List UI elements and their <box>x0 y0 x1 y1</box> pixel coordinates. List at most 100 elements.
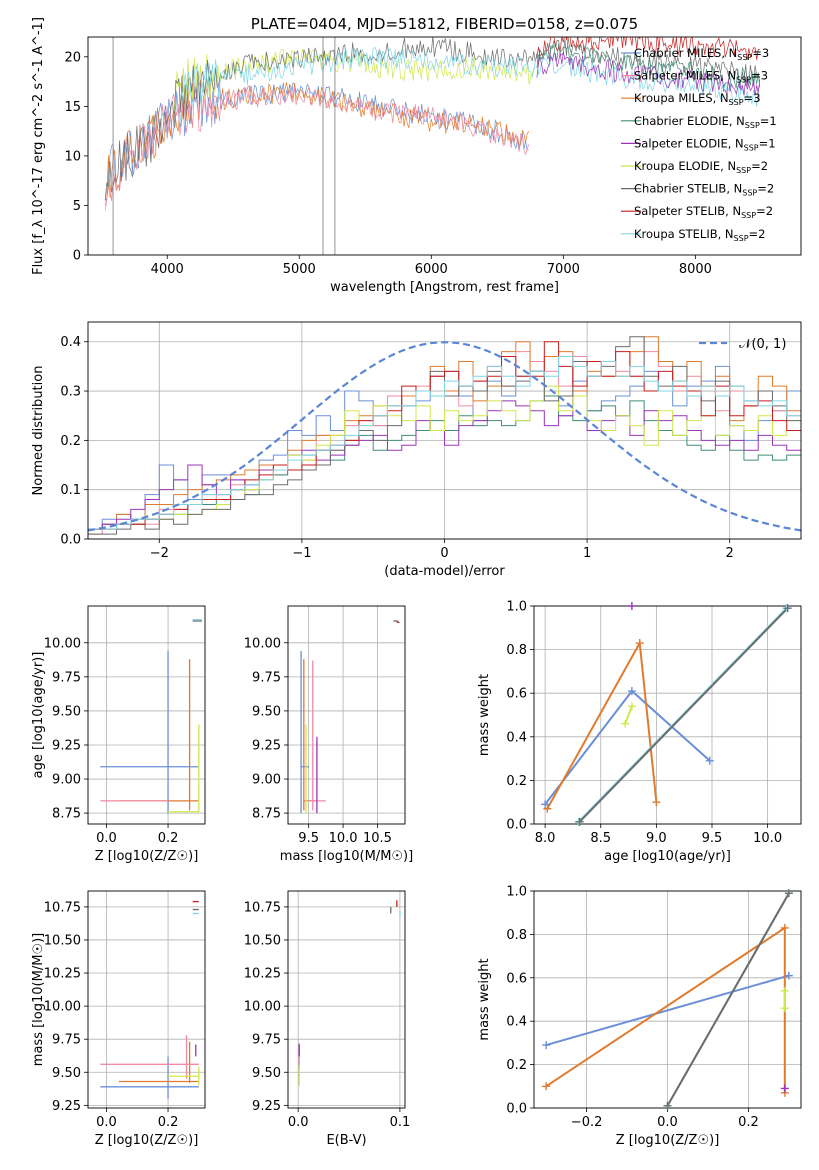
legend-label: Salpeter ELODIE, NSSP=1 <box>634 136 776 152</box>
axes-weight-vs-age: 8.0 8.5 9.0 9.5 10.0 0.0 0.2 0.4 0.6 0.8 1.0 age [l… <box>477 600 802 864</box>
plus-marker <box>780 986 789 995</box>
x-tick-label: 0.0 <box>96 831 117 846</box>
y-tick-label: 0.6 <box>506 687 527 702</box>
x-axis-label: E(B-V) <box>326 1133 366 1148</box>
plus-marker <box>542 1041 551 1050</box>
y-tick-label: 1.0 <box>506 600 527 615</box>
y-tick-label: 0.0 <box>60 533 81 548</box>
y-tick-label: 0.4 <box>506 1015 527 1030</box>
plus-marker <box>780 1084 789 1093</box>
weight-line <box>546 639 658 810</box>
weight-line <box>545 974 790 1047</box>
x-axis-label: Z [log10(Z/Z☉)] <box>616 1133 720 1148</box>
plus-marker <box>784 971 793 980</box>
x-tick-label: 0.2 <box>158 831 179 846</box>
y-tick-label: 0.1 <box>60 483 81 498</box>
axes-residuals: −2 −1 0 1 2 0.0 0.1 0.2 0.3 0.4 (data-model)/error… <box>31 321 802 579</box>
x-tick-label: 0.2 <box>158 1115 179 1130</box>
y-tick-label: 10.75 <box>244 900 281 915</box>
y-axis-label: mass [log10(M/M☉)] <box>31 933 46 1066</box>
y-tick-label: 1.0 <box>506 885 527 900</box>
plot-area-residuals <box>88 336 801 535</box>
y-tick-label: 10.00 <box>44 636 81 651</box>
plot-area-age-vs-mass <box>300 620 400 814</box>
axes-frame <box>287 890 406 1109</box>
y-tick-label: 9.00 <box>252 773 281 788</box>
axes-mass-vs-Z: 0.0 0.2 9.25 9.50 9.75 10.00 10.25 10.50 10.75 Z … <box>31 890 206 1148</box>
y-tick-label: 15 <box>64 100 81 115</box>
x-tick-label: 0.1 <box>390 1115 411 1130</box>
x-tick-label: 10.5 <box>363 831 392 846</box>
y-tick-label: 9.50 <box>252 704 281 719</box>
axes-frame <box>87 605 206 825</box>
axes-weight-vs-Z: −0.2 0.0 0.2 0.0 0.2 0.4 0.6 0.8 1.0 Z [log10(Z/Z… <box>477 885 802 1148</box>
y-tick-label: 9.75 <box>252 670 281 685</box>
x-axis-label: Z [log10(Z/Z☉)] <box>95 849 199 864</box>
legend-label: Chabrier ELODIE, NSSP=1 <box>634 114 777 130</box>
y-tick-label: 0.8 <box>506 928 527 943</box>
y-tick-label: 9.25 <box>252 738 281 753</box>
y-tick-label: 0.4 <box>60 335 81 350</box>
axes-frame <box>87 321 802 540</box>
y-axis-label: Normed distribution <box>31 366 46 496</box>
spectrum-line <box>536 37 760 61</box>
y-axis-label: mass weight <box>477 958 492 1040</box>
axes-spectrum: 4000 5000 6000 7000 8000 0 5 10 15 20 wavelength [… <box>31 15 802 295</box>
y-tick-label: 0.3 <box>60 385 81 400</box>
y-tick-label: 9.00 <box>52 773 81 788</box>
x-tick-label: 8000 <box>679 262 712 277</box>
plus-marker <box>627 687 636 696</box>
legend-label: Chabrier STELIB, NSSP=2 <box>634 182 774 198</box>
legend-label: Salpeter MILES, NSSP=3 <box>634 69 768 85</box>
legend-label: Chabrier MILES, NSSP=3 <box>634 46 769 62</box>
axes-frame <box>87 890 206 1109</box>
weight-line <box>624 705 633 725</box>
normal-curve <box>88 341 801 532</box>
x-axis-label: (data-model)/error <box>384 564 505 579</box>
x-tick-label: 0.0 <box>657 1115 678 1130</box>
plot-area-age-vs-Z <box>100 618 202 814</box>
y-tick-label: 9.50 <box>252 1066 281 1081</box>
y-tick-label: 10.50 <box>244 933 281 948</box>
x-axis-label: Z [log10(Z/Z☉)] <box>95 1133 199 1148</box>
y-tick-label: 9.75 <box>52 670 81 685</box>
y-tick-label: 0.8 <box>506 643 527 658</box>
x-tick-label: 6000 <box>415 262 448 277</box>
plus-marker <box>780 1004 789 1013</box>
axes-age-vs-mass: 9.5 10.0 10.5 8.75 9.00 9.25 9.50 9.75 10.00 mass… <box>244 605 413 864</box>
x-tick-label: 8.0 <box>535 831 556 846</box>
plot-area-weight-vs-age <box>544 607 789 823</box>
plus-marker <box>543 804 552 813</box>
y-tick-label: 20 <box>64 50 81 65</box>
plus-marker <box>780 923 789 932</box>
x-tick-label: 10.0 <box>753 831 782 846</box>
x-axis-label: age [log10(age/yr)] <box>604 849 731 864</box>
y-tick-label: 10.00 <box>244 1000 281 1015</box>
legend-label: Salpeter STELIB, NSSP=2 <box>634 204 773 220</box>
spectrum-line <box>173 48 536 112</box>
plot-area-mass-vs-EBV <box>298 900 401 1086</box>
y-tick-label: 0.0 <box>506 818 527 833</box>
legend-label: Kroupa STELIB, NSSP=2 <box>634 227 765 243</box>
legend: 𝒩(0, 1) <box>699 337 786 352</box>
legend: Chabrier MILES, NSSP=3 Salpeter MILES, NS… <box>621 46 777 243</box>
y-tick-label: 9.75 <box>252 1033 281 1048</box>
y-tick-label: 0.4 <box>506 730 527 745</box>
spectrum-line <box>104 80 529 201</box>
axes-mass-vs-EBV: 0.0 0.1 9.25 9.50 9.75 10.00 10.25 10.50 10.75 E(… <box>244 890 411 1148</box>
weight-line <box>544 689 711 806</box>
y-tick-label: 0.6 <box>506 971 527 986</box>
y-tick-label: 0.2 <box>60 434 81 449</box>
histogram-step <box>88 395 801 530</box>
y-tick-label: 10.00 <box>44 1000 81 1015</box>
weight-line <box>578 607 789 823</box>
histogram-step <box>88 356 801 530</box>
axes-age-vs-Z: 0.0 0.2 8.75 9.00 9.25 9.50 9.75 10.00 Z [log10(… <box>31 605 206 864</box>
axes-frame <box>87 36 802 256</box>
legend-label: Kroupa ELODIE, NSSP=2 <box>634 159 768 175</box>
axes-frame <box>287 605 406 825</box>
plus-marker <box>575 817 584 826</box>
y-axis-label: Flux [f_λ 10^-17 erg cm^-2 s^-1 A^-1] <box>31 17 46 275</box>
x-tick-label: 7000 <box>547 262 580 277</box>
